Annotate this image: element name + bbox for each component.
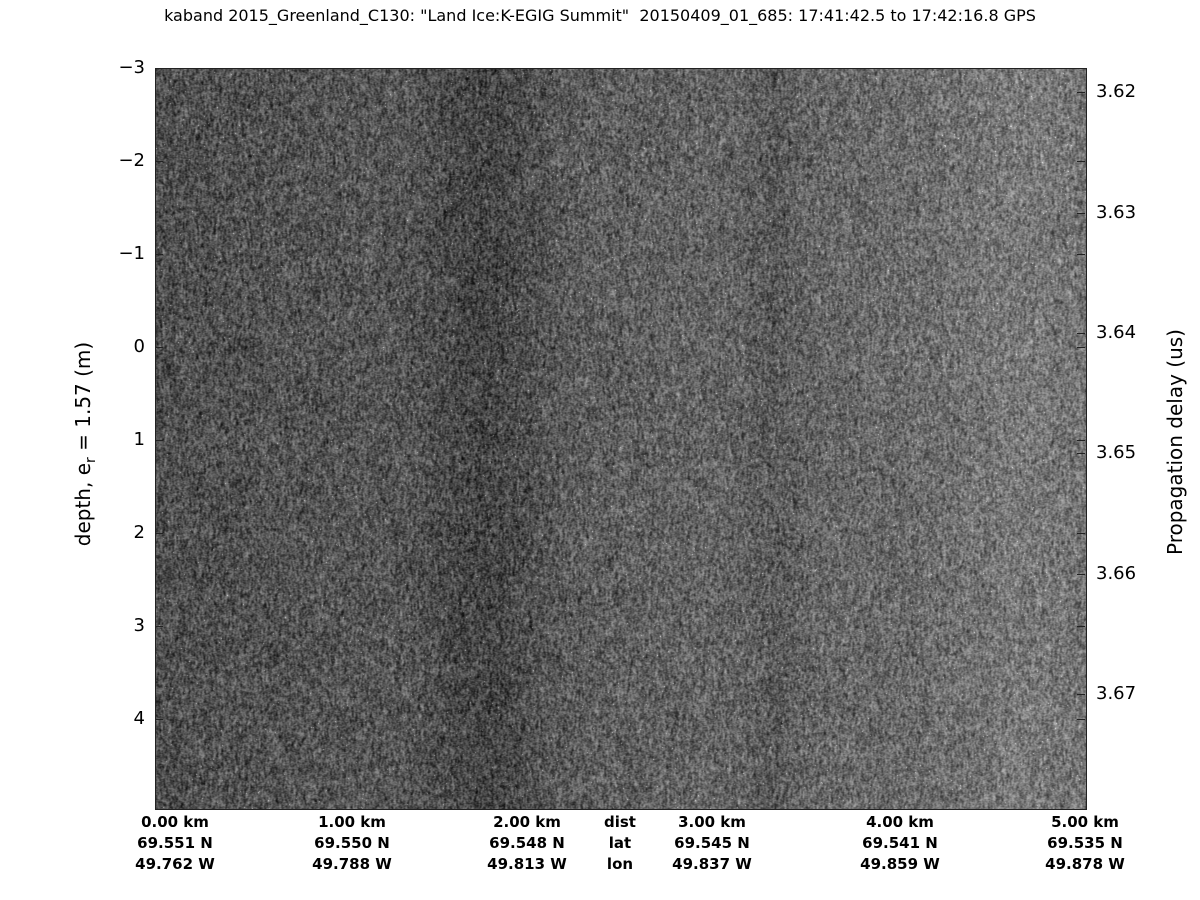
bottom-label-lon: 49.859 W <box>860 855 940 873</box>
left-tick-mark-right <box>1077 625 1085 627</box>
left-tick-label: 0 <box>133 335 145 357</box>
right-tick-mark <box>1077 694 1085 696</box>
bottom-label-lon: 49.878 W <box>1045 855 1125 873</box>
right-tick-mark <box>1077 573 1085 575</box>
bottom-label-lon: 49.813 W <box>487 855 567 873</box>
echogram-image <box>155 68 1087 810</box>
right-tick-mark <box>1077 212 1085 214</box>
bottom-label-lat: 69.541 N <box>862 834 938 852</box>
left-tick-mark-right <box>1077 346 1085 348</box>
left-tick-label: 4 <box>133 707 145 729</box>
left-tick-mark <box>155 439 163 441</box>
right-tick-label: 3.65 <box>1096 442 1137 464</box>
left-tick-mark <box>155 718 163 720</box>
right-tick-mark <box>1077 92 1085 94</box>
left-tick-mark-right <box>1077 160 1085 162</box>
bottom-label-dist: 2.00 km <box>493 813 561 831</box>
right-tick-label: 3.66 <box>1096 562 1137 584</box>
bottom-label-dist: 3.00 km <box>678 813 746 831</box>
bottom-label-lon: 49.788 W <box>312 855 392 873</box>
bottom-label-dist: 0.00 km <box>141 813 209 831</box>
y-label-suffix: = 1.57 (m) <box>71 341 95 458</box>
bottom-label-dist: 1.00 km <box>318 813 386 831</box>
left-tick-mark-right <box>1077 718 1085 720</box>
bottom-label-lon: 49.837 W <box>672 855 752 873</box>
left-tick-mark <box>155 68 163 69</box>
left-tick-mark-right <box>1077 532 1085 534</box>
bottom-row-label: lon <box>606 855 634 873</box>
bottom-label-dist: 5.00 km <box>1051 813 1119 831</box>
left-tick-mark <box>155 160 163 162</box>
y-label-sub: r <box>83 457 99 463</box>
left-tick-mark-right <box>1077 253 1085 255</box>
plot-area <box>155 68 1087 810</box>
left-tick-label: −2 <box>118 149 145 171</box>
y-axis-label-left: depth, er = 1.57 (m) <box>71 294 99 594</box>
bottom-row-label: lat <box>608 834 632 852</box>
right-tick-mark <box>1077 453 1085 455</box>
left-tick-label: 1 <box>133 428 145 450</box>
left-tick-mark <box>155 532 163 534</box>
bottom-label-lat: 69.545 N <box>674 834 750 852</box>
right-tick-label: 3.63 <box>1096 201 1137 223</box>
bottom-row-label: dist <box>604 813 636 831</box>
chart-title: kaband 2015_Greenland_C130: "Land Ice:K-… <box>164 6 1036 25</box>
y-axis-label-right: Propagation delay (us) <box>1163 329 1187 556</box>
left-tick-label: −3 <box>118 57 145 78</box>
left-tick-mark-right <box>1077 68 1085 69</box>
y-label-text: depth, e <box>71 463 95 547</box>
bottom-label-lat: 69.548 N <box>489 834 565 852</box>
bottom-label-lat: 69.550 N <box>314 834 390 852</box>
right-tick-mark <box>1077 333 1085 334</box>
bottom-label-lat: 69.551 N <box>137 834 213 852</box>
left-tick-label: 3 <box>133 614 145 636</box>
left-tick-mark <box>155 253 163 255</box>
bottom-label-lat: 69.535 N <box>1047 834 1123 852</box>
bottom-label-dist: 4.00 km <box>866 813 934 831</box>
left-tick-label: −1 <box>118 242 145 264</box>
left-tick-mark-right <box>1077 439 1085 441</box>
bottom-label-lon: 49.762 W <box>135 855 215 873</box>
right-tick-label: 3.67 <box>1096 683 1137 705</box>
left-tick-mark <box>155 346 163 348</box>
left-tick-mark <box>155 625 163 627</box>
right-tick-label: 3.62 <box>1096 81 1137 103</box>
right-tick-label: 3.64 <box>1096 322 1137 343</box>
left-tick-label: 2 <box>133 521 145 543</box>
